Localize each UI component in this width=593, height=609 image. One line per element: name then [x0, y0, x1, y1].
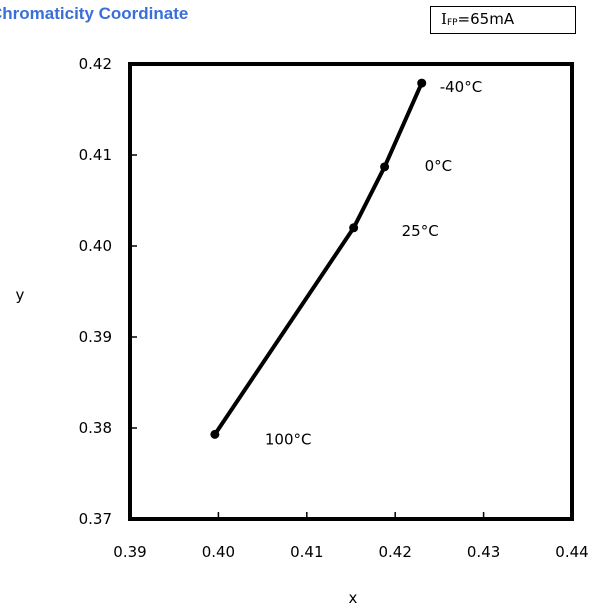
plot-frame	[128, 62, 574, 521]
data-point	[417, 78, 427, 88]
x-tick-label: 0.40	[202, 543, 235, 561]
y-tick-label: 0.42	[79, 55, 112, 73]
condition-box: IFP=65mA	[430, 6, 576, 34]
point-annotation: 0°C	[425, 157, 453, 175]
chart-title: Chromaticity Coordinate	[0, 4, 189, 23]
x-tick-label: 0.43	[467, 543, 500, 561]
data-point	[210, 429, 220, 439]
x-tick-label: 0.44	[555, 543, 588, 561]
y-tick-label: 0.41	[79, 146, 112, 164]
y-axis-title: y	[16, 286, 25, 304]
x-axis-title: x	[349, 589, 358, 607]
y-tick-label: 0.38	[79, 419, 112, 437]
y-tick-label: 0.40	[79, 237, 112, 255]
y-tick-label: 0.37	[79, 510, 112, 528]
condition-value: =65mA	[457, 10, 515, 28]
axis-ticks	[129, 63, 573, 520]
x-tick-label: 0.42	[378, 543, 411, 561]
point-annotation: 25°C	[402, 222, 439, 240]
y-tick-labels: 0.37 0.38 0.39 0.40 0.41 0.42	[79, 55, 112, 528]
condition-subscript: FP	[446, 18, 458, 28]
point-annotations: 100°C 25°C 0°C -40°C	[265, 78, 482, 448]
data-point	[380, 162, 390, 172]
point-annotation: 100°C	[265, 430, 312, 448]
point-annotation: -40°C	[440, 78, 482, 96]
data-point	[349, 223, 359, 233]
x-tick-label: 0.39	[113, 543, 146, 561]
y-tick-label: 0.39	[79, 328, 112, 346]
x-tick-label: 0.41	[290, 543, 323, 561]
x-tick-labels: 0.39 0.40 0.41 0.42 0.43 0.44	[113, 543, 588, 561]
data-markers	[210, 78, 427, 439]
condition-symbol: I	[441, 10, 447, 28]
series-line	[212, 81, 424, 437]
